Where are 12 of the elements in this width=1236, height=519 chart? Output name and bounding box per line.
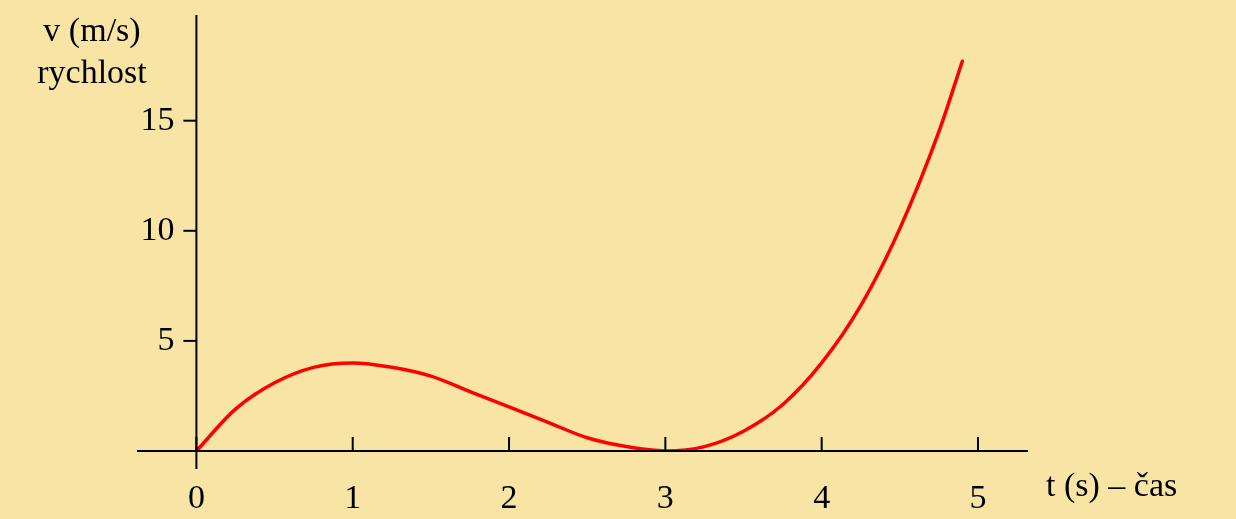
x-tick-label: 5: [969, 477, 987, 515]
y-axis-title: v (m/s) rychlost: [37, 10, 148, 90]
y-tick-label: 15: [140, 99, 175, 137]
x-tick-label: 1: [344, 477, 362, 515]
line-series: [194, 59, 965, 451]
x-tick-label: 4: [813, 477, 831, 515]
x-tick-label: 3: [656, 477, 674, 515]
y-tick-label: 5: [157, 319, 175, 357]
y-tick-label: 10: [140, 209, 175, 247]
x-axis-title: t (s) – čas: [1046, 465, 1178, 504]
x-tick-label: 2: [500, 477, 518, 515]
x-tick-label: 0: [187, 477, 205, 515]
